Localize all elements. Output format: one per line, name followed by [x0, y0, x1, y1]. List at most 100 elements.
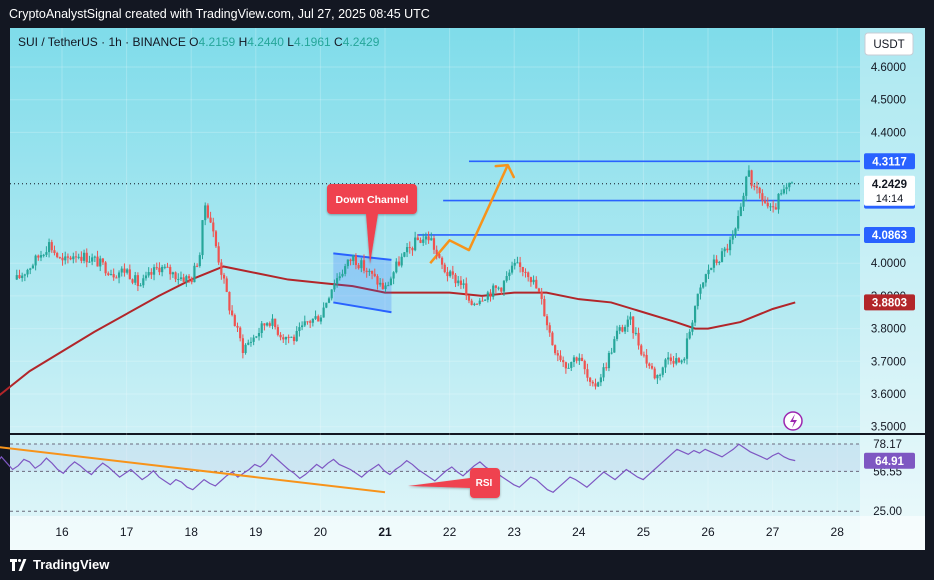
candle-body [64, 256, 67, 261]
candle-body [228, 291, 231, 311]
candle-body [300, 325, 304, 328]
candle-body [411, 248, 414, 251]
candle-body [745, 176, 748, 196]
candle-body [564, 362, 567, 369]
candle-body [583, 360, 586, 370]
time-axis-tick-label: 27 [766, 525, 780, 539]
candle-body [688, 331, 691, 339]
candle-body [430, 238, 433, 241]
candle-body [691, 322, 694, 332]
rsi-axis-tick-label: 25.00 [873, 506, 902, 518]
tradingview-logo[interactable]: TradingView [10, 557, 109, 572]
candle-body [594, 383, 597, 387]
candle-body [279, 334, 282, 338]
candle-body [532, 279, 535, 283]
candle-body [82, 252, 86, 261]
down-channel-lower-line[interactable] [333, 301, 392, 314]
candle-body [389, 278, 393, 286]
candle-body [101, 258, 105, 263]
time-axis-tick-label: 16 [55, 525, 69, 539]
candle-body [362, 260, 366, 271]
candle-body [120, 268, 123, 273]
candle-body [171, 272, 174, 275]
candle-body [723, 248, 726, 252]
candle-body [710, 267, 713, 270]
down-channel-upper-line[interactable] [333, 252, 392, 261]
candle-body [508, 272, 511, 277]
price-axis-tick-label: 4.4000 [871, 127, 906, 139]
candle-body [586, 369, 589, 378]
time-axis-tick-label: 28 [831, 525, 845, 539]
candle-body [693, 306, 697, 323]
candle-body [685, 338, 689, 359]
candle-body [247, 342, 250, 345]
candle-body [567, 367, 570, 369]
candle-body [80, 256, 83, 261]
candle-body [99, 258, 102, 267]
candle-body [115, 277, 118, 279]
price-chart[interactable]: Down Channel RSI 16 17 18 19 20 21 22 23 24 25 26 27… [0, 28, 934, 550]
candle-body [667, 357, 670, 360]
candle-body [290, 336, 293, 338]
projection-arrow-path[interactable] [429, 164, 509, 265]
lightning-icon-bolt [790, 414, 797, 428]
candle-body [494, 285, 497, 288]
rsi-trendline[interactable] [0, 445, 386, 494]
candle-body [465, 283, 468, 296]
rsi-current-badge [864, 452, 915, 469]
candle-body [58, 257, 61, 259]
candle-body [473, 303, 476, 305]
candle-body [231, 310, 234, 316]
candle-body [435, 249, 438, 255]
candle-body [147, 272, 150, 276]
ohlc-high-label: H [239, 35, 248, 49]
candle-body [169, 267, 172, 275]
candle-body [763, 200, 767, 203]
candle-body [478, 300, 481, 304]
candle-body [726, 248, 729, 251]
symbol-info-legend[interactable]: SUI / TetherUS · 1h · BINANCE O4.2159 H4… [18, 35, 380, 49]
candle-body [728, 239, 732, 251]
candle-body [645, 354, 648, 364]
candle-body [244, 344, 247, 354]
candle-body [37, 255, 40, 258]
candle-body [502, 280, 506, 292]
candle-body [618, 327, 621, 331]
candle-body [680, 360, 683, 363]
level-price-badge [864, 226, 915, 243]
candle-body [61, 257, 64, 261]
candle-body [470, 300, 473, 305]
candle-body [658, 374, 662, 376]
price-axis-tick-label: 3.5000 [871, 422, 906, 434]
rsi-callout-label: RSI [476, 478, 493, 489]
candle-body [252, 337, 255, 342]
ohlc-open-value: 4.2159 [199, 35, 239, 49]
candle-body [591, 381, 594, 384]
candle-body [209, 217, 212, 223]
candle-body [623, 326, 627, 332]
candle-body [782, 189, 786, 194]
candle-body [177, 278, 180, 280]
candle-body [93, 256, 96, 258]
level-price-label: 4.3117 [872, 156, 907, 168]
candle-body [562, 360, 565, 363]
candle-body [535, 279, 538, 289]
candle-body [424, 236, 428, 240]
candle-body [220, 262, 223, 275]
candle-body [712, 259, 716, 268]
lightning-icon[interactable] [783, 411, 803, 431]
candle-body [295, 330, 298, 342]
current-price-label: 4.2429 [872, 179, 907, 191]
time-axis-tick-label: 26 [701, 525, 715, 539]
candle-body [772, 206, 775, 208]
candle-body [392, 272, 395, 279]
candle-body [777, 193, 780, 210]
candle-body [648, 363, 651, 366]
time-axis-tick-label: 17 [120, 525, 134, 539]
time-axis-tick-label: 21 [378, 525, 392, 539]
candle-body [185, 276, 188, 282]
candle-body [311, 318, 314, 323]
candle-body [370, 270, 374, 274]
candle-body [182, 277, 185, 282]
currency-button[interactable] [864, 32, 914, 56]
